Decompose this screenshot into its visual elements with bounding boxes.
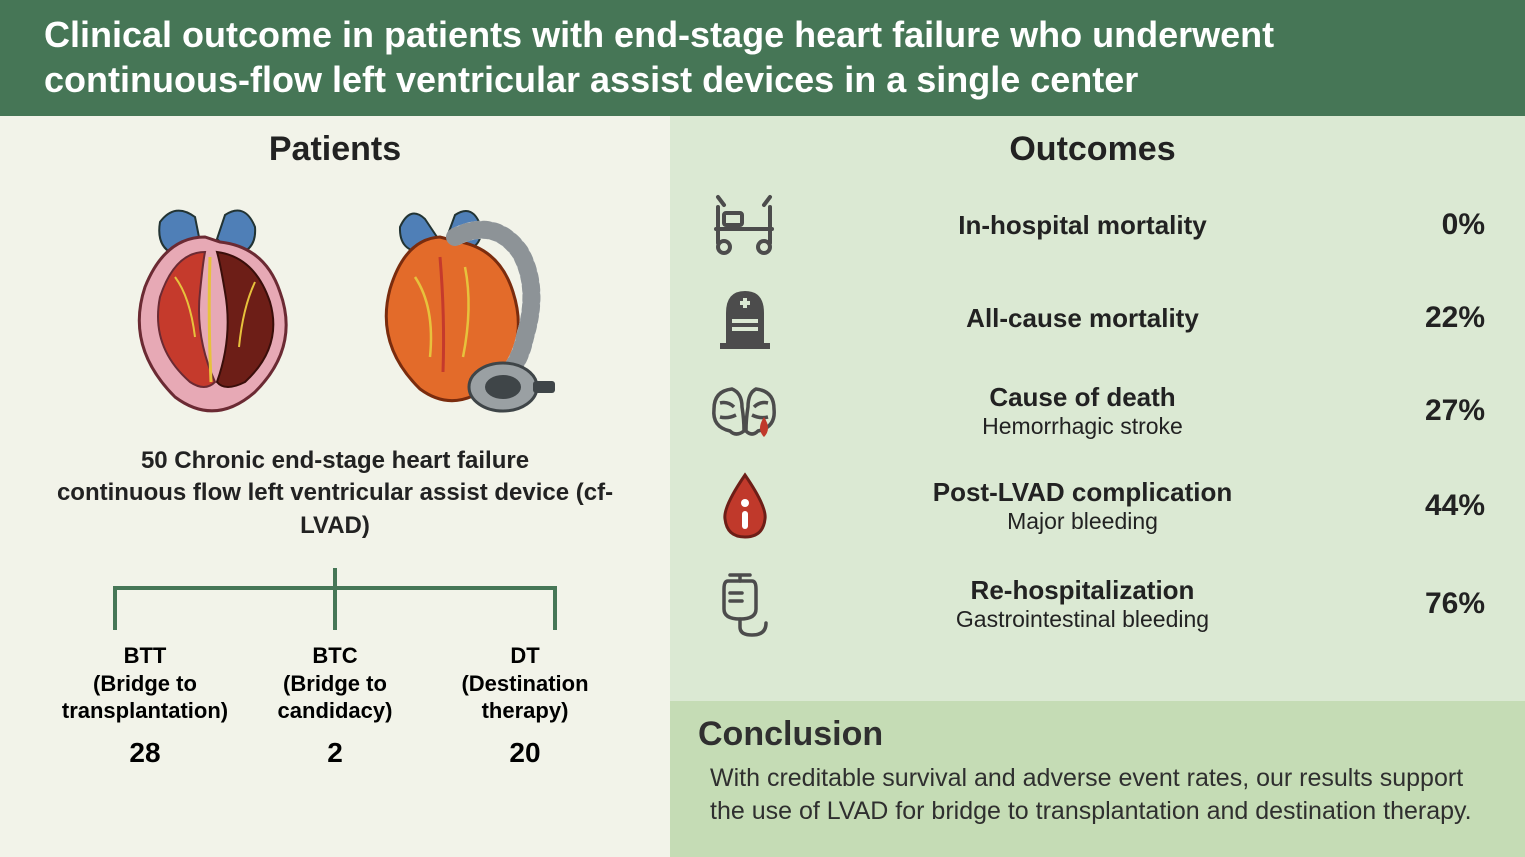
- patients-caption: 50 Chronic end-stage heart failure conti…: [24, 445, 646, 542]
- conclusion-text: With creditable survival and adverse eve…: [698, 762, 1481, 830]
- branch-full1: (Destination: [435, 670, 615, 698]
- outcome-value: 76%: [1375, 587, 1485, 621]
- outcome-text: Cause of death Hemorrhagic stroke: [790, 382, 1375, 440]
- branch-dt: DT (Destination therapy) 20: [435, 642, 615, 770]
- gravestone-icon: [700, 285, 790, 351]
- outcome-text: All-cause mortality: [790, 303, 1375, 334]
- outcome-main: Post-LVAD complication: [790, 477, 1375, 508]
- iv-bag-icon: [700, 569, 790, 639]
- outcomes-heading: Outcomes: [700, 130, 1485, 169]
- heart-illustration-row: [105, 197, 565, 427]
- outcome-main: Cause of death: [790, 382, 1375, 413]
- outcome-main: Re-hospitalization: [790, 575, 1375, 606]
- branch-full2: candidacy): [245, 697, 425, 725]
- conclusion-heading: Conclusion: [698, 715, 1481, 754]
- patients-heading: Patients: [269, 130, 401, 169]
- outcome-value: 0%: [1375, 208, 1485, 242]
- outcome-text: Re-hospitalization Gastrointestinal blee…: [790, 575, 1375, 633]
- branch-btt: BTT (Bridge to transplantation) 28: [55, 642, 235, 770]
- page-title: Clinical outcome in patients with end-st…: [0, 0, 1525, 116]
- tree-branches: BTT (Bridge to transplantation) 28 BTC (…: [55, 642, 615, 770]
- branch-full1: (Bridge to: [55, 670, 235, 698]
- branch-full1: (Bridge to: [245, 670, 425, 698]
- outcome-row: Cause of death Hemorrhagic stroke 27%: [700, 365, 1485, 457]
- branch-full2: therapy): [435, 697, 615, 725]
- outcome-row: Post-LVAD complication Major bleeding 44…: [700, 457, 1485, 555]
- patients-panel: Patients: [0, 116, 670, 857]
- branch-btc: BTC (Bridge to candidacy) 2: [245, 642, 425, 770]
- branch-count: 28: [55, 735, 235, 770]
- outcome-row: Re-hospitalization Gastrointestinal blee…: [700, 555, 1485, 653]
- heart-crosssection-icon: [105, 197, 315, 427]
- branch-abbr: BTC: [245, 642, 425, 670]
- outcome-main: All-cause mortality: [790, 303, 1375, 334]
- content-area: Patients: [0, 116, 1525, 857]
- outcome-value: 22%: [1375, 301, 1485, 335]
- conclusion-panel: Conclusion With creditable survival and …: [670, 701, 1525, 857]
- outcome-value: 44%: [1375, 489, 1485, 523]
- caption-line1: 50 Chronic end-stage heart failure: [24, 445, 646, 477]
- brain-bleed-icon: [700, 379, 790, 443]
- outcome-sub: Hemorrhagic stroke: [790, 413, 1375, 440]
- outcome-value: 27%: [1375, 394, 1485, 428]
- right-panel: Outcomes: [670, 116, 1525, 857]
- outcome-text: In-hospital mortality: [790, 210, 1375, 241]
- blood-drop-icon: [700, 471, 790, 541]
- outcome-row: In-hospital mortality 0%: [700, 179, 1485, 271]
- branch-abbr: BTT: [55, 642, 235, 670]
- outcome-main: In-hospital mortality: [790, 210, 1375, 241]
- branch-count: 2: [245, 735, 425, 770]
- outcome-sub: Major bleeding: [790, 508, 1375, 535]
- branch-abbr: DT: [435, 642, 615, 670]
- branch-full2: transplantation): [55, 697, 235, 725]
- outcome-text: Post-LVAD complication Major bleeding: [790, 477, 1375, 535]
- outcome-row: All-cause mortality 22%: [700, 271, 1485, 365]
- hospital-bed-icon: [700, 193, 790, 257]
- caption-line2: continuous flow left ventricular assist …: [24, 477, 646, 542]
- tree-connector-icon: [75, 568, 595, 638]
- outcomes-panel: Outcomes: [670, 116, 1525, 701]
- patient-tree: BTT (Bridge to transplantation) 28 BTC (…: [55, 568, 615, 770]
- outcome-sub: Gastrointestinal bleeding: [790, 606, 1375, 633]
- branch-count: 20: [435, 735, 615, 770]
- heart-lvad-icon: [355, 197, 565, 427]
